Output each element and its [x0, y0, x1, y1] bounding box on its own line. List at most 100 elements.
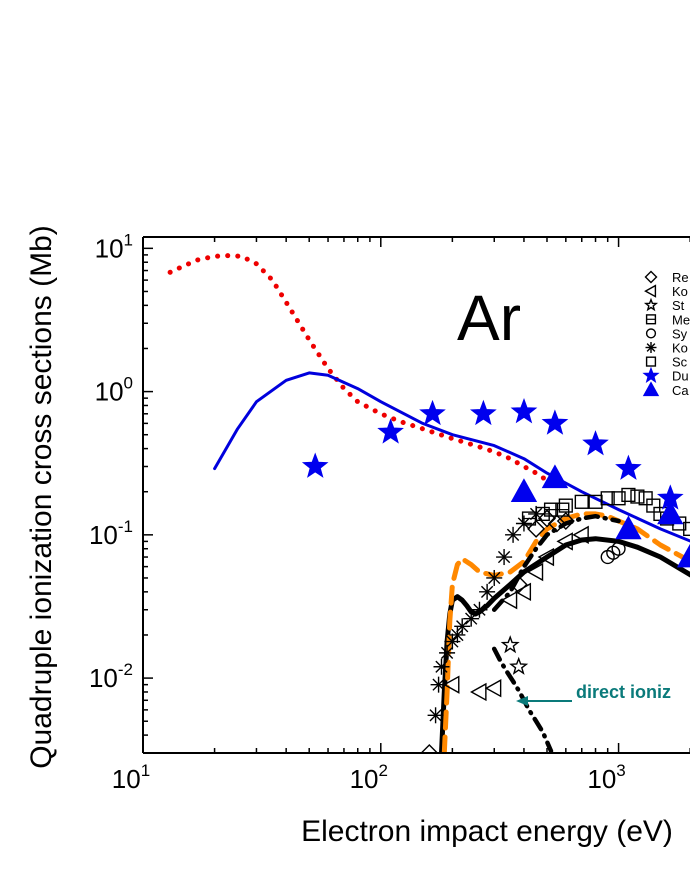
tick-labels: 101 102 103 101 100 10-1 10-2	[89, 230, 626, 794]
point-ko-triangle-left	[537, 547, 555, 567]
point-du-star	[419, 399, 446, 426]
point-du-star	[469, 399, 497, 426]
legend-marker-st	[643, 297, 659, 312]
markers-layer	[301, 397, 690, 753]
legend-marker-sy	[645, 328, 657, 339]
annotation-text: direct ioniz	[576, 682, 671, 702]
point-ko-asterisk-arm	[451, 628, 464, 642]
y-tick-label: 10-2	[89, 660, 133, 693]
point-ko-asterisk	[479, 583, 496, 600]
point-ko-triangle-left	[470, 682, 487, 702]
point-re-diamond	[420, 744, 439, 753]
legend-label: Me	[672, 312, 690, 327]
point-sc-square	[574, 494, 589, 509]
point-ko-triangle-left	[556, 532, 573, 551]
point-sc-square	[621, 487, 636, 503]
point-sc-square	[558, 498, 573, 513]
point-ko-asterisk	[515, 515, 532, 532]
point-ko-asterisk-arm	[429, 709, 442, 722]
point-sy-circle	[611, 541, 626, 556]
legend-marker-ca	[642, 381, 660, 397]
point-ko-asterisk-arm	[435, 660, 448, 673]
x-axis-title: Electron impact energy (eV)	[301, 815, 673, 848]
curve-blue-solid	[213, 371, 690, 543]
point-re-diamond	[527, 519, 546, 538]
point-ko-asterisk-arm	[497, 550, 511, 564]
point-re-diamond	[509, 575, 528, 594]
legend-marker-ko	[645, 342, 657, 353]
point-ko-asterisk-arm	[473, 603, 486, 616]
point-ca-triangle-up	[615, 515, 642, 540]
point-ko-asterisk-arm	[440, 646, 454, 660]
point-st-star	[509, 656, 529, 675]
point-ca-triangle-up	[541, 464, 569, 489]
point-st-star	[500, 635, 520, 654]
curves-layer	[167, 253, 690, 753]
legend-marker-ko	[644, 284, 657, 298]
point-re-diamond	[547, 514, 566, 533]
legend-label: St	[672, 298, 685, 313]
point-ko-asterisk-arm	[506, 528, 520, 541]
y-tick-label: 10-1	[89, 517, 133, 550]
point-ko-asterisk	[433, 658, 450, 675]
point-re-diamond	[556, 511, 575, 530]
point-ko-asterisk	[449, 626, 466, 643]
curve-black-dashdot	[491, 513, 621, 612]
point-ca-triangle-up	[676, 543, 690, 568]
point-ko-asterisk	[471, 601, 488, 618]
point-du-star	[510, 397, 538, 424]
legend-marker-sc	[645, 356, 657, 367]
legend-label: Ca	[672, 383, 689, 398]
point-ko-asterisk	[496, 549, 513, 566]
point-du-star	[582, 430, 609, 456]
point-ko-asterisk	[427, 707, 444, 724]
axes-layer	[142, 236, 690, 754]
point-ko-triangle-left	[484, 679, 502, 698]
point-du-star	[301, 452, 329, 478]
point-ko-triangle-left	[442, 675, 460, 694]
x-tick-label: 103	[587, 761, 625, 794]
legend-label: Ko	[672, 284, 688, 299]
point-ko-asterisk-arm	[446, 635, 459, 648]
point-ko-asterisk-arm	[529, 507, 543, 521]
point-sc-square	[630, 489, 645, 504]
point-sc-square	[600, 491, 615, 506]
legend-label: Sy	[672, 326, 688, 341]
point-ko-asterisk-arm	[517, 517, 531, 530]
point-ko-triangle-left	[514, 582, 532, 602]
y-tick-label: 101	[95, 230, 133, 263]
y-tick-label: 100	[95, 374, 133, 407]
annotation: direct ioniz	[516, 682, 671, 706]
point-me-square-cross	[555, 502, 570, 517]
panel-label: Ar	[457, 282, 521, 354]
curve-red-dotted	[167, 253, 550, 483]
curve-orange-dashed	[441, 511, 690, 753]
point-ko-asterisk	[430, 676, 447, 693]
legend-marker-re	[644, 270, 658, 284]
point-ko-asterisk-arm	[456, 620, 469, 633]
point-ko-asterisk-arm	[488, 571, 501, 585]
legend-label: Ko	[672, 341, 688, 356]
point-sc-square	[646, 498, 661, 513]
point-ko-triangle-left	[526, 562, 544, 582]
point-sc-square	[683, 521, 690, 537]
point-ko-asterisk-arm	[432, 678, 445, 691]
point-ko-asterisk	[486, 569, 503, 586]
point-sc-square	[611, 491, 626, 506]
legend-label: Sc	[672, 355, 688, 370]
point-ko-asterisk	[505, 526, 522, 543]
y-axis-title: Quadruple ionization cross sections (Mb)	[25, 225, 58, 769]
point-ko-triangle-left	[500, 590, 518, 610]
point-ca-triangle-up	[510, 478, 538, 503]
legend-label: Re	[672, 270, 689, 285]
annotation-arrowhead	[516, 696, 528, 706]
point-du-star	[541, 409, 569, 435]
point-ko-asterisk-arm	[480, 585, 494, 599]
point-ca-triangle-up	[657, 500, 684, 525]
point-sc-square	[638, 491, 653, 506]
point-du-star	[615, 454, 642, 480]
plot-area	[167, 253, 690, 753]
point-du-star	[377, 418, 404, 444]
